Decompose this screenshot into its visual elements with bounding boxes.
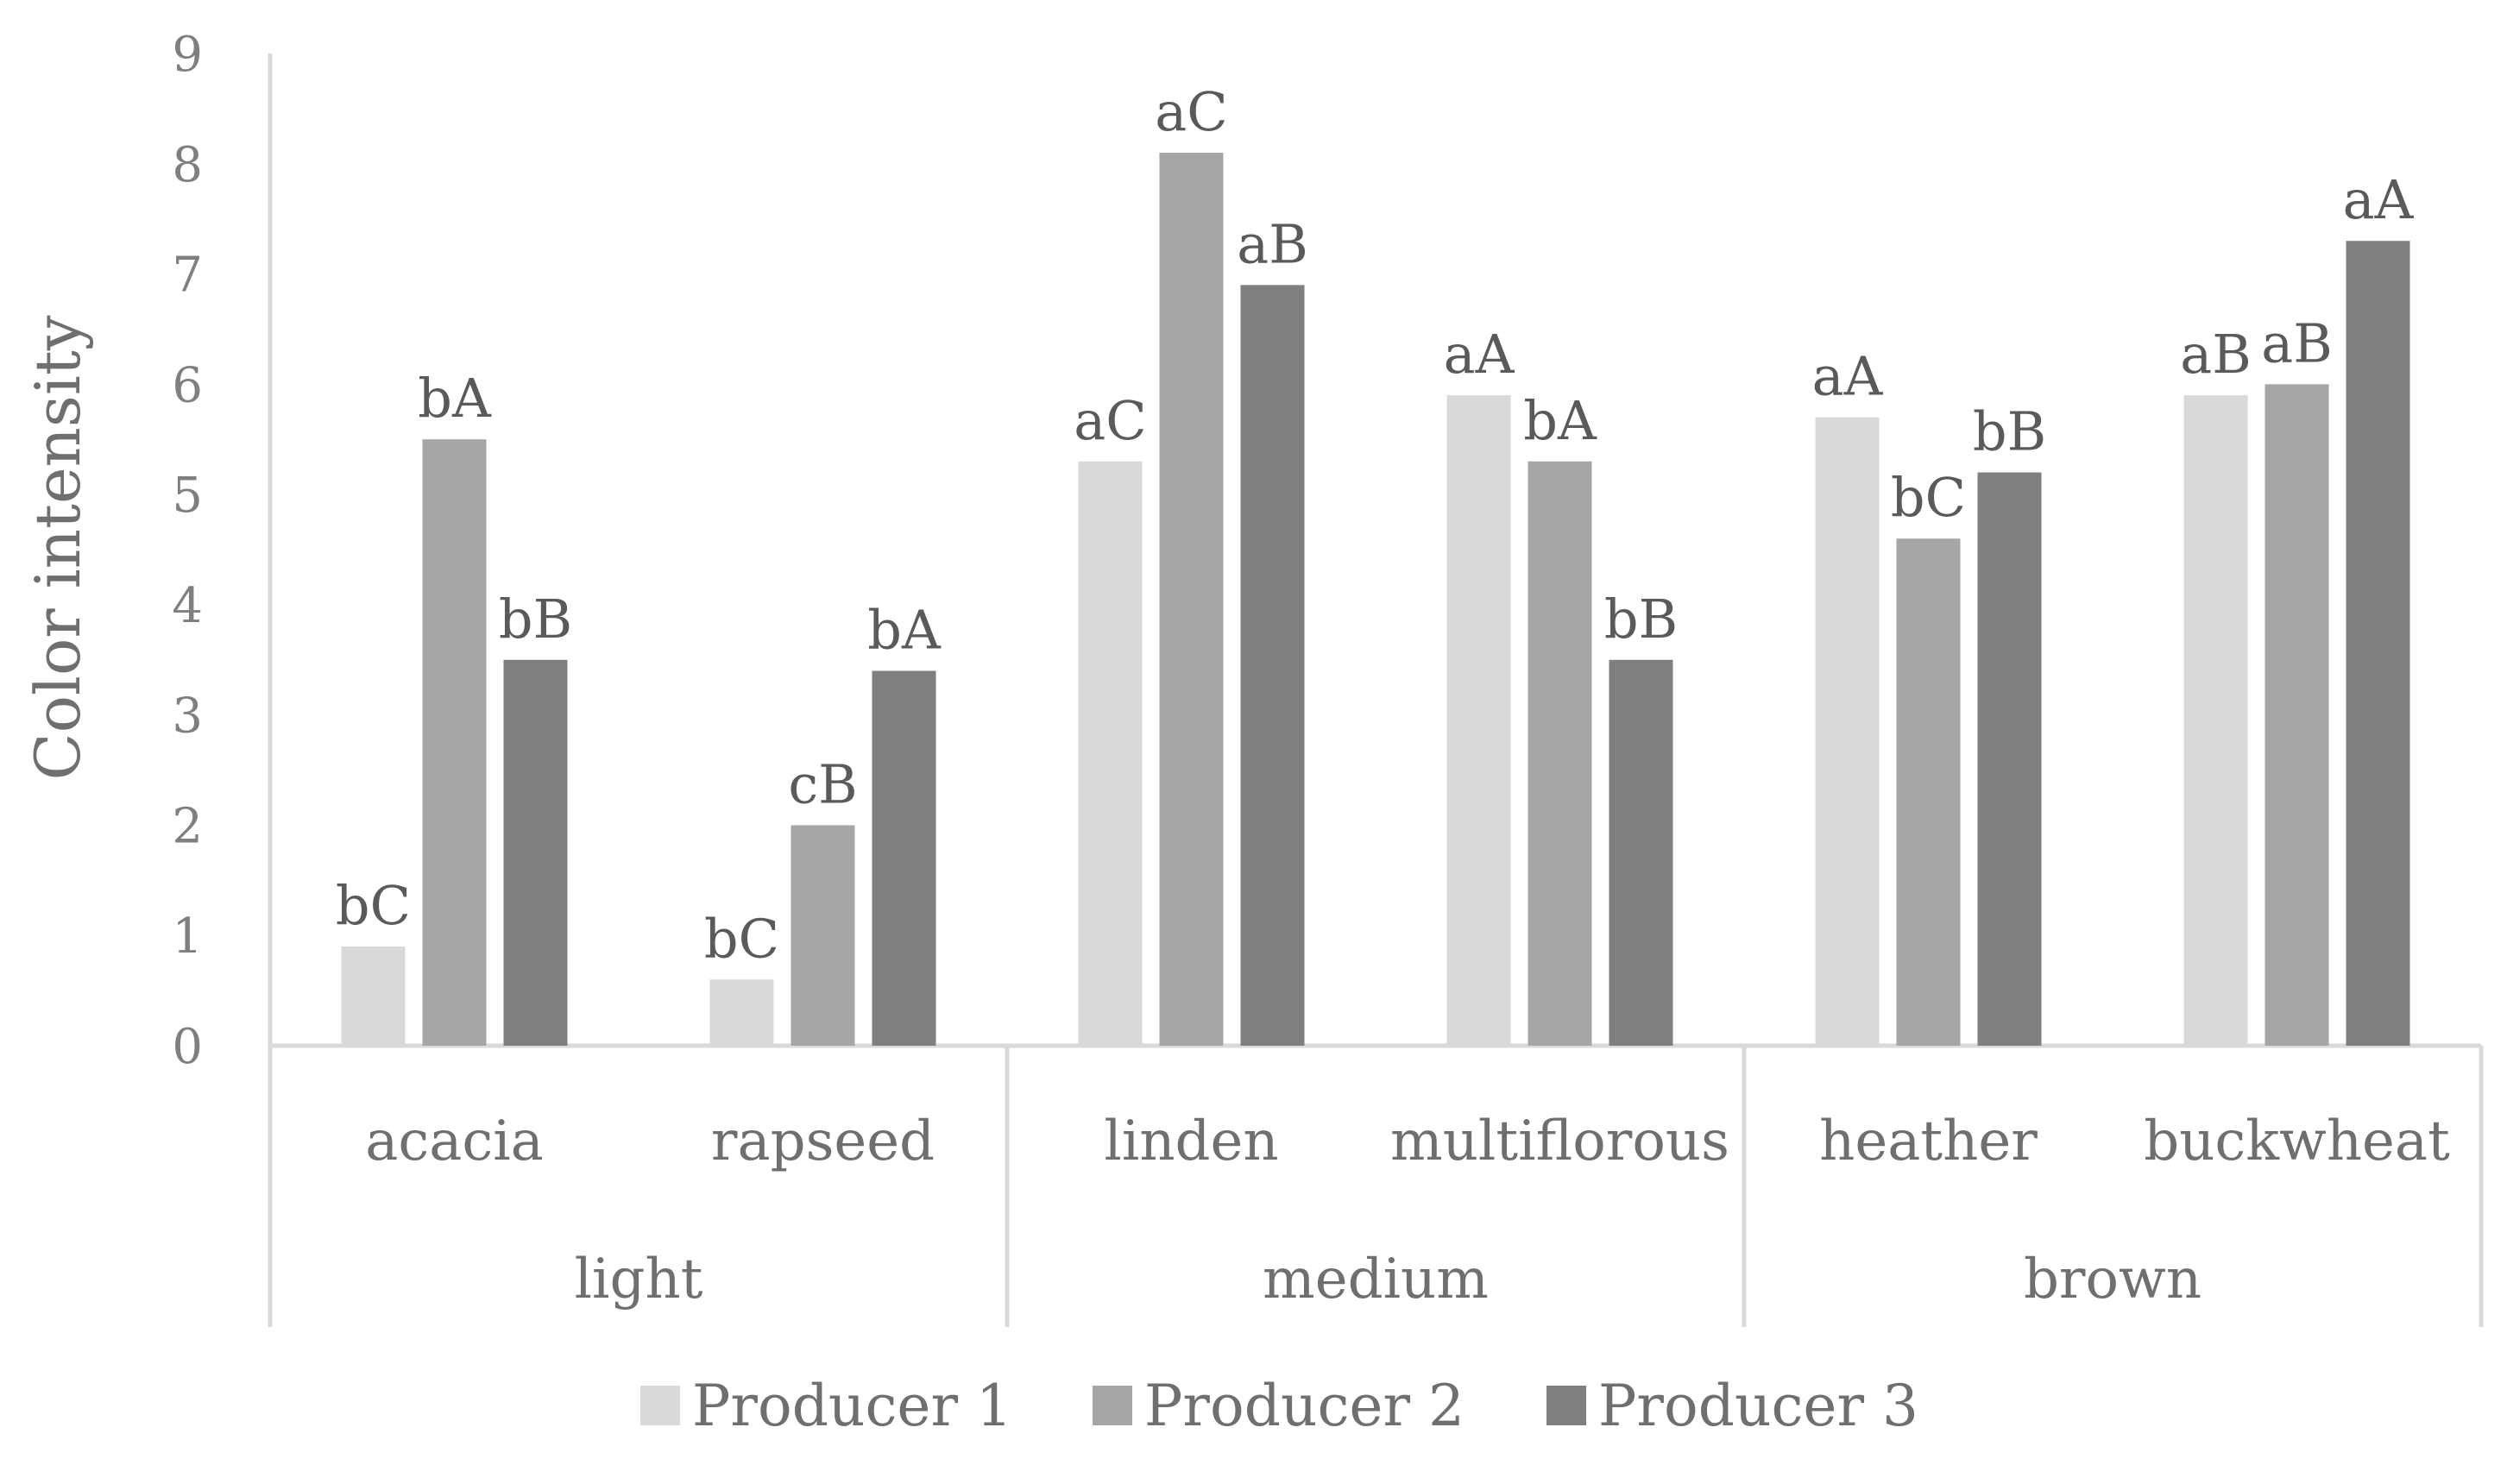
y-tick-label: 7 [172,248,203,304]
y-tick-label: 6 [172,357,203,413]
y-tick-label: 3 [172,689,203,745]
bar-data-label: bB [1604,588,1678,651]
y-tick-label: 5 [172,468,203,524]
legend-label: Producer 1 [692,1373,1012,1439]
legend-swatch [1093,1386,1132,1425]
bar [341,946,406,1046]
legend-label: Producer 2 [1144,1373,1465,1439]
bar-data-label: cB [788,752,857,815]
group-labels: light medium brown [575,1248,2201,1311]
bar-data-label: aB [2180,323,2252,386]
bar [1528,461,1592,1046]
bar-data-label: bA [418,367,492,430]
bar [872,670,936,1046]
bar-data-label: bC [704,907,779,970]
bar [791,825,855,1046]
bar-data-label: bB [1973,400,2046,463]
y-tick-label: 1 [172,909,203,965]
legend: Producer 1 Producer 2 Producer 3 [640,1373,1918,1439]
bar [422,439,487,1046]
category-label: buckwheat [2144,1110,2450,1173]
group-label: medium [1263,1248,1489,1311]
bar [1240,285,1305,1046]
bar [1815,417,1880,1047]
bar-data-label: aA [1444,323,1515,386]
group-label: light [575,1248,703,1311]
bar-data-label: bB [499,588,572,651]
bar [1609,659,1673,1046]
bar [503,659,568,1046]
bar [1896,538,1961,1046]
bar [709,979,774,1046]
bars [341,153,2410,1047]
group-label: brown [2024,1248,2201,1311]
y-tick-label: 8 [172,137,203,193]
category-label: linden [1104,1110,1278,1173]
y-tick-label: 2 [172,798,203,854]
bar-data-label: aC [1074,389,1146,452]
bar [1446,395,1511,1047]
bar-data-label: aA [2343,168,2415,231]
bar [2346,241,2410,1046]
legend-swatch [640,1386,680,1425]
axis-lines [268,53,2484,1327]
bar-data-label: bA [1523,389,1597,452]
bar-data-label: aB [1237,212,1308,275]
bar-data-label: bC [336,874,411,937]
category-label: heather [1819,1110,2038,1173]
bar [1078,461,1143,1046]
category-labels: acacia rapseed linden multiflorous heather bu… [365,1110,2450,1173]
y-tick-label: 0 [172,1019,203,1075]
bar-data-label: bC [1891,466,1966,529]
bar-data-label: aA [1812,345,1884,408]
y-tick-label: 9 [172,27,203,83]
y-axis-title: Color intensity [22,315,94,780]
bar-data-label: bA [867,599,942,662]
bar [1159,153,1224,1046]
y-axis-ticks: 0 1 2 3 4 5 6 7 8 9 [172,27,203,1075]
legend-swatch [1546,1386,1586,1425]
category-label: acacia [365,1110,544,1173]
legend-label: Producer 3 [1598,1373,1918,1439]
bar-data-label: aB [2261,311,2333,374]
bar-data-label: aC [1155,80,1227,143]
bar [1977,472,2042,1046]
bar [2264,384,2329,1046]
y-tick-label: 4 [172,578,203,634]
category-label: multiflorous [1390,1110,1729,1173]
bar [2183,395,2248,1047]
category-label: rapseed [711,1110,935,1173]
